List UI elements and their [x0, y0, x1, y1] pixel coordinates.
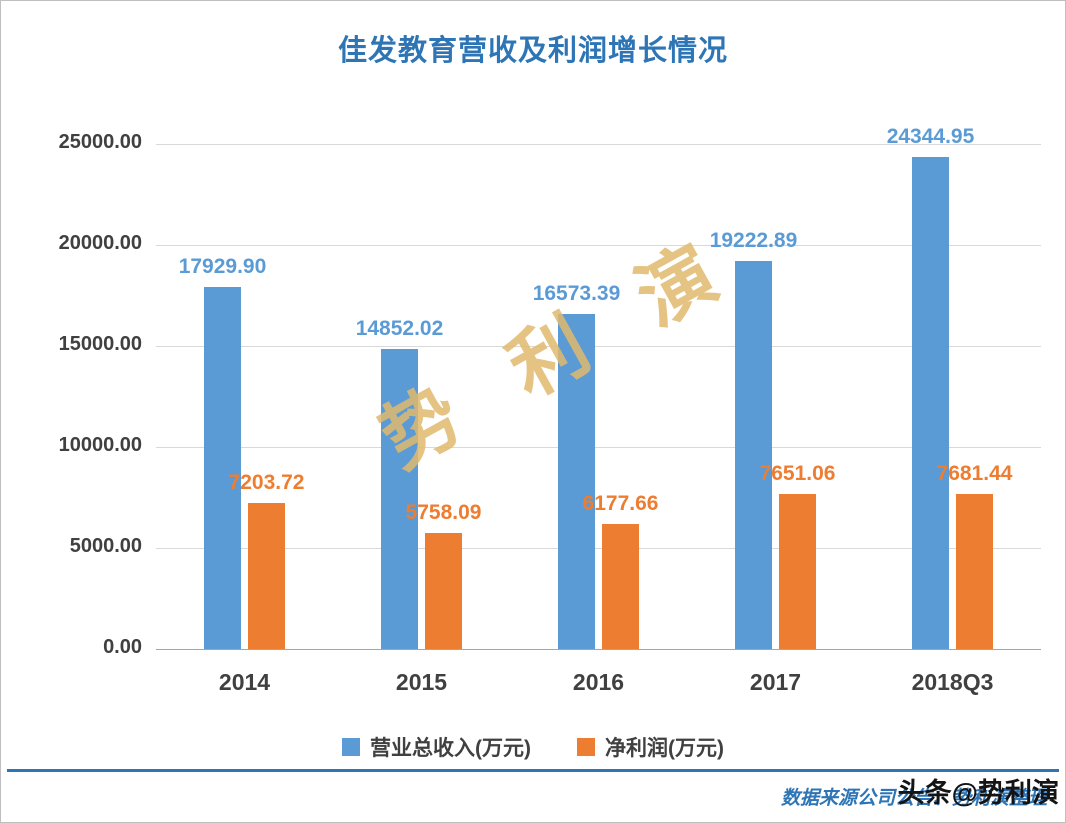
gridline — [156, 346, 1041, 347]
toutiao-watermark-badge: 头条@势利演 — [897, 778, 1059, 808]
y-tick-label: 5000.00 — [69, 535, 142, 557]
legend-label-revenue: 营业总收入(万元) — [370, 737, 531, 760]
bar-value-label-revenue-2014: 17929.90 — [178, 255, 267, 278]
bar-wrap: 14852.02 — [356, 317, 443, 649]
legend-item-revenue: 营业总收入(万元) — [342, 732, 531, 762]
bar-value-label-revenue-2018Q3: 24344.95 — [886, 125, 975, 148]
chart-title: 佳发教育营收及利润增长情况 — [337, 35, 728, 67]
bar-wrap: 24344.95 — [887, 125, 974, 649]
bar-wrap: 5758.09 — [406, 501, 481, 649]
legend-swatch-revenue — [342, 738, 360, 756]
y-tick-label: 20000.00 — [58, 232, 142, 254]
bar-profit-2015 — [425, 533, 462, 649]
gridline — [156, 649, 1041, 650]
gridline — [156, 144, 1041, 145]
bar-wrap: 17929.90 — [179, 255, 266, 649]
bar-revenue-2014 — [204, 287, 241, 649]
bar-profit-2016 — [602, 524, 639, 649]
bar-profit-2017 — [779, 494, 816, 649]
bar-group-2014: 17929.90 7203.72 — [156, 144, 333, 649]
y-tick-label: 15000.00 — [58, 333, 142, 355]
bar-wrap: 19222.89 — [710, 229, 797, 649]
x-tick-label-2016: 2016 — [572, 669, 625, 695]
data-source-note: 数据来源公司公告、势利演整理 — [780, 788, 1047, 809]
gridline — [156, 447, 1041, 448]
gridline — [156, 245, 1041, 246]
bar-wrap: 7651.06 — [760, 462, 835, 649]
bar-value-label-profit-2014: 7203.72 — [228, 471, 305, 494]
bar-revenue-2015 — [381, 349, 418, 649]
bar-value-label-profit-2016: 6177.66 — [582, 492, 659, 515]
bar-revenue-2018Q3 — [912, 157, 949, 649]
bar-value-label-profit-2018Q3: 7681.44 — [936, 462, 1013, 485]
bar-wrap: 7681.44 — [937, 462, 1012, 649]
bar-wrap: 7203.72 — [229, 471, 304, 649]
bar-group-2015: 14852.02 5758.09 — [333, 144, 510, 649]
bar-value-label-revenue-2017: 19222.89 — [709, 229, 798, 252]
legend-label-profit: 净利润(万元) — [605, 737, 724, 760]
bar-value-label-revenue-2015: 14852.02 — [355, 317, 444, 340]
bar-revenue-2017 — [735, 261, 772, 649]
bar-wrap: 16573.39 — [533, 282, 620, 649]
bar-profit-2018Q3 — [956, 494, 993, 649]
bar-profit-2014 — [248, 503, 285, 649]
plot-area: 17929.90 7203.72 14852.02 5758.09 16573.39 61… — [156, 125, 1041, 650]
x-tick-label-2017: 2017 — [749, 669, 802, 695]
bar-value-label-profit-2017: 7651.06 — [759, 462, 836, 485]
bar-group-2017: 19222.89 7651.06 — [687, 144, 864, 649]
legend-item-profit: 净利润(万元) — [577, 732, 724, 762]
y-tick-label: 25000.00 — [58, 131, 142, 153]
bar-value-label-revenue-2016: 16573.39 — [532, 282, 621, 305]
bar-group-2018Q3: 24344.95 7681.44 — [864, 125, 1041, 649]
gridline — [156, 548, 1041, 549]
bar-group-2016: 16573.39 6177.66 — [510, 144, 687, 649]
legend-swatch-profit — [577, 738, 595, 756]
x-tick-label-2015: 2015 — [395, 669, 448, 695]
bar-value-label-profit-2015: 5758.09 — [405, 501, 482, 524]
x-tick-label-2018Q3: 2018Q3 — [911, 669, 994, 695]
x-tick-label-2014: 2014 — [218, 669, 271, 695]
y-tick-label: 0.00 — [103, 636, 142, 658]
y-tick-label: 10000.00 — [58, 434, 142, 456]
legend: 营业总收入(万元) 净利润(万元) — [1, 732, 1065, 762]
footer-divider — [7, 769, 1059, 772]
bar-wrap: 6177.66 — [583, 492, 658, 649]
bar-revenue-2016 — [558, 314, 595, 649]
